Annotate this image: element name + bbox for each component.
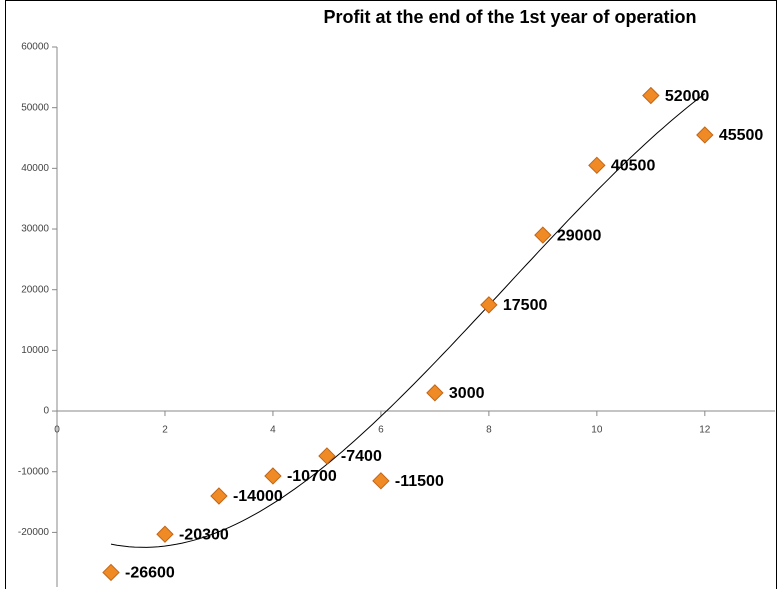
point [534,226,552,244]
data-label: -26600 [125,565,175,582]
y-tick-label: 50000 [21,102,49,113]
y-tick-label: 40000 [21,163,49,174]
y-tick-label: 0 [43,406,49,417]
chart-title: Profit at the end of the 1st year of ope… [323,7,696,27]
x-tick-label: 2 [162,425,168,436]
x-tick-label: 4 [270,425,276,436]
data-label: 45500 [719,127,764,144]
data-label: 40500 [611,158,656,175]
y-tick-label: -20000 [18,527,50,538]
trendline [110,93,706,548]
point [696,126,714,144]
point [264,467,282,485]
point [426,384,444,402]
point [642,86,660,105]
x-tick-label: 10 [591,425,603,436]
data-label: -7400 [341,448,382,465]
point [372,472,390,490]
point [318,447,336,465]
y-tick-label: 20000 [21,284,49,295]
x-tick-label: 0 [54,425,60,436]
data-label: -10700 [287,468,337,485]
point [480,296,498,314]
data-label: -14000 [233,488,283,505]
data-label: 52000 [665,88,710,105]
point [210,487,228,505]
x-tick-label: 12 [699,425,711,436]
y-tick-label: 60000 [21,42,49,53]
data-label: 3000 [449,385,485,402]
y-tick-label: 10000 [21,345,49,356]
x-tick-label: 6 [378,425,384,436]
y-tick-label: -10000 [18,466,50,477]
point [156,525,174,543]
point [102,563,120,582]
x-tick-label: 8 [486,425,492,436]
data-label: 29000 [557,227,602,244]
point [588,156,606,175]
y-tick-label: 30000 [21,224,49,235]
data-label: -11500 [395,473,444,490]
chart-border [5,0,777,589]
data-label: 17500 [503,297,548,314]
data-label: -20300 [179,526,229,543]
